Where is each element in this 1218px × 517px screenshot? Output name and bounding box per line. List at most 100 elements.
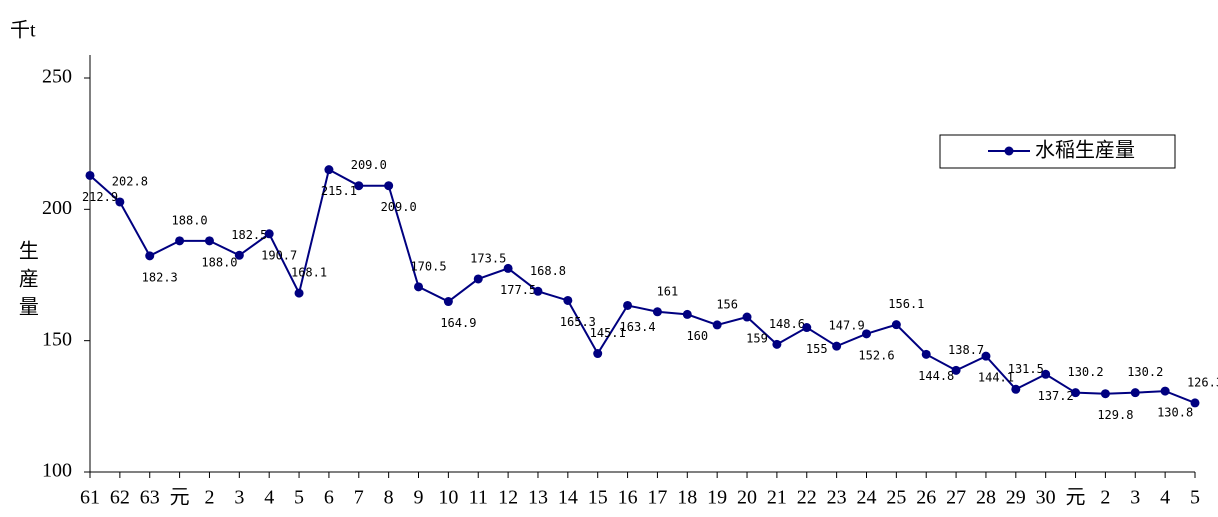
x-tick-label: 4 <box>264 487 274 509</box>
data-label: 145.1 <box>590 326 626 340</box>
x-tick-label: 61 <box>80 487 100 509</box>
data-label: 170.5 <box>410 259 446 273</box>
y-tick-label: 150 <box>42 328 72 350</box>
x-tick-label: 9 <box>414 487 424 509</box>
data-point <box>861 329 871 339</box>
x-tick-label: 25 <box>886 487 906 509</box>
data-label: 168.8 <box>530 264 566 278</box>
x-tick-label: 21 <box>767 487 787 509</box>
y-tick-label: 250 <box>42 66 72 88</box>
x-tick-label: 19 <box>707 487 727 509</box>
data-point <box>533 286 543 296</box>
data-point <box>742 312 752 322</box>
data-point <box>414 282 424 292</box>
data-label: 168.1 <box>291 266 327 280</box>
data-label: 155 <box>806 342 828 356</box>
data-label: 188.0 <box>201 255 237 269</box>
data-point <box>234 250 244 260</box>
data-point <box>682 309 692 319</box>
data-label: 165.3 <box>560 315 596 329</box>
data-point <box>1160 386 1170 396</box>
data-label: 144.1 <box>978 371 1014 385</box>
x-tick-label: 22 <box>797 487 817 509</box>
data-point <box>802 323 812 333</box>
x-tick-label: 24 <box>856 487 876 509</box>
legend-box <box>939 134 1176 169</box>
legend-marker <box>1004 146 1014 156</box>
y-tick-label: 100 <box>42 460 72 482</box>
data-label: 177.5 <box>500 283 536 297</box>
x-tick-label: 15 <box>588 487 608 509</box>
x-tick-label: 29 <box>1006 487 1026 509</box>
data-label: 182.3 <box>142 270 178 284</box>
data-point <box>1071 388 1081 398</box>
data-point <box>115 197 125 207</box>
x-tick-label: 3 <box>234 487 244 509</box>
data-point <box>204 236 214 246</box>
data-label: 160 <box>686 329 708 343</box>
data-point <box>354 181 364 191</box>
data-point <box>473 274 483 284</box>
x-tick-label: 2 <box>204 487 214 509</box>
x-tick-label: 30 <box>1036 487 1056 509</box>
data-label: 130.8 <box>1157 406 1193 420</box>
data-label: 152.6 <box>858 348 894 362</box>
data-label: 163.4 <box>620 320 656 334</box>
data-point <box>563 295 573 305</box>
x-tick-label: 6 <box>324 487 334 509</box>
data-label: 159 <box>746 332 768 346</box>
data-point <box>1100 389 1110 399</box>
x-tick-label: 13 <box>528 487 548 509</box>
x-tick-label: 11 <box>469 487 488 509</box>
data-label: 182.5 <box>231 228 267 242</box>
data-label: 209.0 <box>381 200 417 214</box>
data-point <box>503 263 513 273</box>
data-point <box>652 307 662 317</box>
data-label: 156.1 <box>888 297 924 311</box>
data-label: 212.9 <box>82 190 118 204</box>
data-label: 147.9 <box>829 319 865 333</box>
x-tick-label: 10 <box>438 487 458 509</box>
data-point <box>1190 398 1200 408</box>
x-tick-label: 7 <box>354 487 364 509</box>
x-tick-label: 18 <box>677 487 697 509</box>
data-point <box>324 165 334 175</box>
data-label: 164.9 <box>440 316 476 330</box>
data-label: 188.0 <box>172 213 208 227</box>
data-label: 202.8 <box>112 174 148 188</box>
y-tick-label: 200 <box>42 197 72 219</box>
series-line <box>89 168 1196 404</box>
legend-label: 水稲生産量 <box>1035 139 1135 162</box>
data-label: 215.1 <box>321 184 357 198</box>
data-point <box>1011 384 1021 394</box>
x-tick-label: 63 <box>140 487 160 509</box>
data-point <box>832 341 842 351</box>
x-tick-label: 元 <box>170 487 190 509</box>
x-tick-label: 26 <box>916 487 936 509</box>
data-label: 126.3 <box>1187 375 1218 389</box>
x-tick-label: 23 <box>827 487 847 509</box>
x-tick-label: 4 <box>1160 487 1170 509</box>
data-point <box>623 300 633 310</box>
data-point <box>772 339 782 349</box>
x-tick-label: 20 <box>737 487 757 509</box>
data-label: 138.7 <box>948 343 984 357</box>
data-point <box>145 251 155 261</box>
unit-label: 千t <box>10 19 36 42</box>
data-label: 131.5 <box>1008 362 1044 376</box>
data-point <box>921 349 931 359</box>
data-label: 130.2 <box>1127 365 1163 379</box>
x-tick-label: 62 <box>110 487 130 509</box>
data-point <box>981 351 991 361</box>
data-point <box>951 365 961 375</box>
x-tick-label: 元 <box>1066 487 1086 509</box>
data-point <box>175 236 185 246</box>
data-point <box>593 349 603 359</box>
data-point <box>1041 369 1051 379</box>
data-label: 129.8 <box>1097 408 1133 422</box>
x-tick-label: 8 <box>384 487 394 509</box>
data-label: 156 <box>716 297 738 311</box>
y-axis-title: 生産量 <box>15 240 38 324</box>
x-tick-label: 17 <box>647 487 667 509</box>
data-label: 209.0 <box>351 158 387 172</box>
